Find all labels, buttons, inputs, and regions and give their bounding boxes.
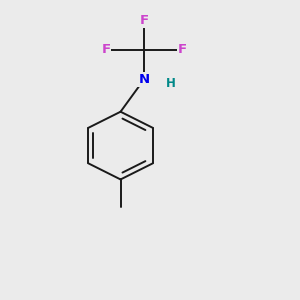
Text: F: F bbox=[178, 44, 187, 56]
Text: H: H bbox=[166, 77, 176, 90]
Text: F: F bbox=[140, 14, 149, 27]
Text: N: N bbox=[139, 73, 150, 86]
Text: F: F bbox=[101, 44, 110, 56]
